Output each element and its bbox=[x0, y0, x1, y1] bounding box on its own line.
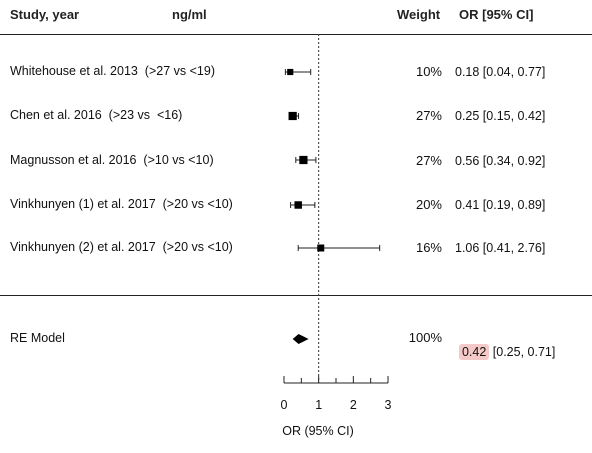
summary-diamond bbox=[292, 334, 309, 344]
study-ci-3: 0.56 [0.34, 0.92] bbox=[455, 154, 546, 168]
study-ci-4: 0.41 [0.19, 0.89] bbox=[455, 198, 546, 212]
study-ci-1: 0.18 [0.04, 0.77] bbox=[455, 65, 546, 79]
study-weight-2: 27% bbox=[415, 108, 442, 123]
x-tick-label-3: 3 bbox=[385, 398, 392, 412]
point-estimate-4 bbox=[294, 201, 302, 209]
header-study: Study, year bbox=[10, 7, 80, 22]
study-label-1: Whitehouse et al. 2013 (>27 vs <19) bbox=[10, 64, 215, 78]
summary-ci: 0.42 [0.25, 0.71] bbox=[455, 331, 556, 360]
summary-or-highlight: 0.42 bbox=[458, 344, 490, 360]
point-estimate-2 bbox=[288, 111, 297, 121]
x-tick-label-2: 2 bbox=[350, 398, 357, 412]
study-weight-4: 20% bbox=[415, 197, 442, 212]
header-weight: Weight bbox=[397, 7, 441, 22]
study-weight-5: 16% bbox=[415, 240, 442, 255]
study-label-3: Magnusson et al. 2016 (>10 vs <10) bbox=[10, 153, 214, 167]
study-ci-2: 0.25 [0.15, 0.42] bbox=[455, 109, 546, 123]
x-tick-label-1: 1 bbox=[315, 398, 322, 412]
point-estimate-5 bbox=[317, 244, 325, 252]
header-unit: ng/ml bbox=[172, 7, 207, 22]
summary-label: RE Model bbox=[10, 331, 65, 345]
summary-weight: 100% bbox=[408, 330, 442, 345]
summary-ci-range: [0.25, 0.71] bbox=[489, 345, 556, 359]
point-estimate-1 bbox=[287, 68, 294, 76]
x-tick-label-0: 0 bbox=[281, 398, 288, 412]
study-label-4: Vinkhunyen (1) et al. 2017 (>20 vs <10) bbox=[10, 197, 233, 211]
study-weight-3: 27% bbox=[415, 153, 442, 168]
study-label-2: Chen et al. 2016 (>23 vs <16) bbox=[10, 108, 183, 122]
study-label-5: Vinkhunyen (2) et al. 2017 (>20 vs <10) bbox=[10, 240, 233, 254]
header-rule bbox=[0, 34, 592, 35]
x-axis-label: OR (95% CI) bbox=[282, 424, 354, 438]
summary-rule bbox=[0, 295, 592, 296]
study-weight-1: 10% bbox=[415, 64, 442, 79]
study-ci-5: 1.06 [0.41, 2.76] bbox=[455, 241, 546, 255]
point-estimate-3 bbox=[299, 155, 308, 165]
header-or-ci: OR [95% CI] bbox=[459, 7, 534, 22]
